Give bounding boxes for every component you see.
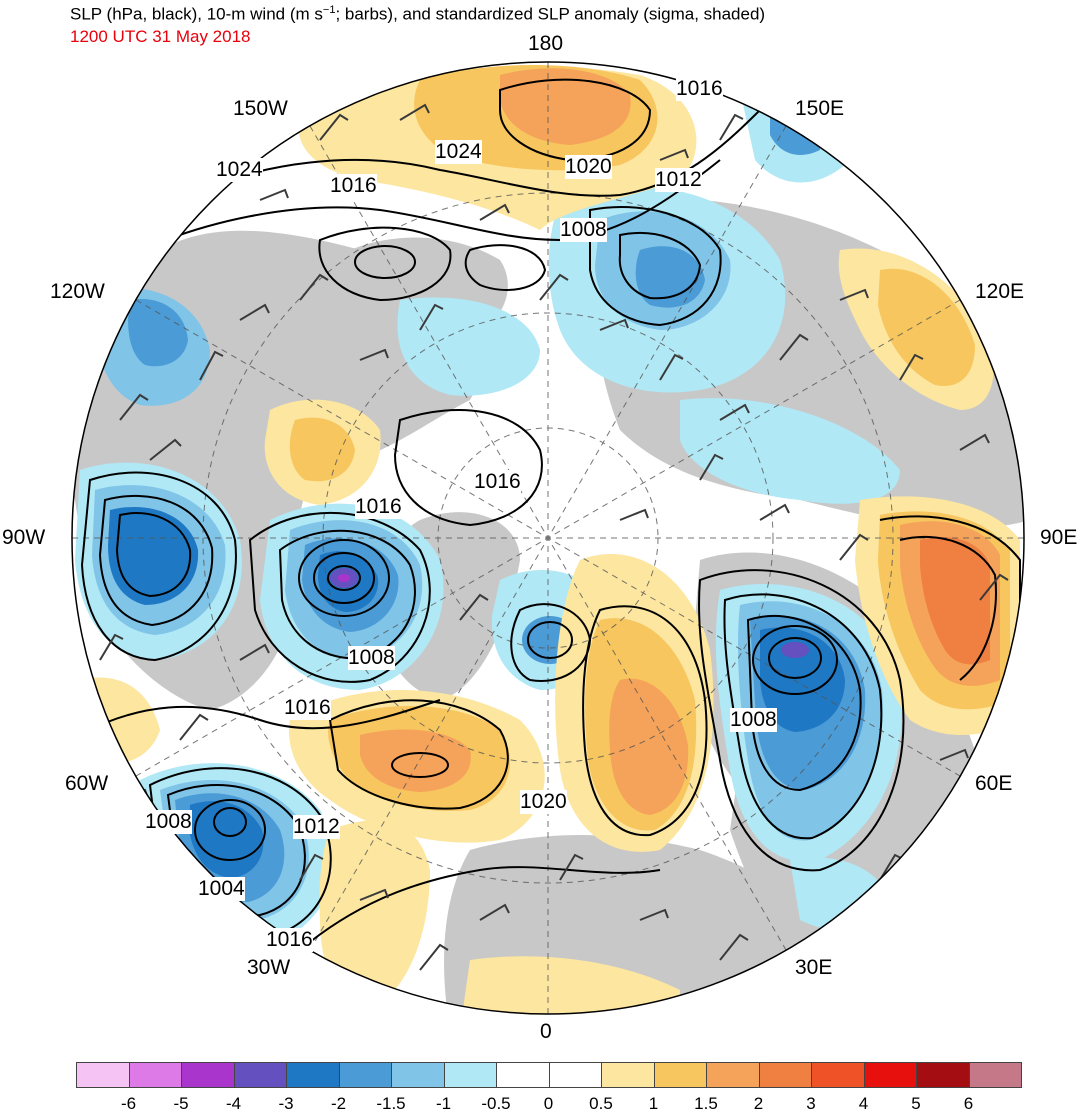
anomaly-barents-low-core (760, 627, 845, 732)
colorbar-tick-label: 6 (963, 1094, 974, 1113)
lon-label-150e: 150E (795, 97, 845, 120)
anomaly-hudson-low-core (108, 506, 199, 605)
anomaly-atlantic-south (319, 820, 430, 1010)
anomaly-bering-high-core (500, 68, 631, 145)
isobar-label: 1008 (145, 810, 192, 834)
colorbar-swatch (181, 1062, 235, 1088)
title-part-b: ; barbs), and standardized SLP anomaly (… (335, 4, 766, 24)
isobar-label: 1016 (330, 174, 377, 198)
colorbar-swatch (496, 1062, 550, 1088)
lon-label-90w: 90W (2, 526, 46, 549)
isobar-label: 1016 (355, 495, 402, 519)
colorbar-tick-label: 2 (753, 1094, 764, 1113)
colorbar-tick-label: 0.5 (589, 1094, 613, 1113)
anomaly-east-arctic (680, 398, 900, 504)
colorbar-swatch (653, 1062, 707, 1088)
anomaly-siberia-low-inner (635, 246, 705, 308)
isobar-label: 1016 (266, 928, 313, 952)
colorbar-swatch (286, 1062, 340, 1088)
isobar-label: 1012 (655, 168, 702, 192)
colorbar-swatch (863, 1062, 917, 1088)
colorbar-swatch (916, 1062, 970, 1088)
isobar-label: 1016 (474, 470, 521, 494)
anomaly-scandinavia-high-core (609, 678, 689, 815)
lon-label-90e: 90E (1040, 526, 1078, 549)
colorbar-tick-label: -1.5 (376, 1094, 406, 1113)
colorbar-swatch (548, 1062, 602, 1088)
colorbar-tick-label: -2 (330, 1094, 347, 1113)
map-disk (72, 62, 1024, 1014)
anomaly-arctic-central (397, 297, 540, 396)
colorbar-swatch (601, 1062, 655, 1088)
colorbar-swatch (706, 1062, 760, 1088)
anomaly-beaufort-high-core (289, 417, 355, 482)
lon-label-120w: 120W (50, 280, 105, 303)
isobar-label: 1008 (560, 218, 607, 242)
colorbar-tick-label: 3 (806, 1094, 816, 1113)
colorbar-tick-label: -1 (435, 1094, 452, 1113)
title-superscript: −1 (322, 4, 336, 16)
lon-label-60w: 60W (65, 772, 109, 795)
valid-time: 1200 UTC 31 May 2018 (70, 27, 251, 46)
anomaly-canada-west-core (128, 299, 188, 367)
colorbar-swatch (758, 1062, 812, 1088)
lon-label-30e: 30E (795, 956, 833, 979)
lon-label-0: 0 (540, 1020, 552, 1043)
colorbar-swatch (128, 1062, 182, 1088)
lon-label-60e: 60E (975, 772, 1013, 795)
colorbar-swatch (443, 1062, 497, 1088)
anomaly-baffin-low-eye (338, 574, 350, 582)
lon-label-150w: 150W (233, 97, 288, 120)
lon-label-30w: 30W (247, 956, 291, 979)
isobar-label: 1024 (216, 158, 263, 182)
anomaly-siberia-east-high-core (878, 268, 975, 386)
isobar-label: 1024 (435, 140, 482, 164)
colorbar-tick-label: -4 (225, 1094, 242, 1113)
isobar-label: 1004 (198, 877, 245, 901)
colorbar-swatch (233, 1062, 287, 1088)
isobar-label: 1008 (730, 708, 777, 732)
anomaly-greenland-south-high-core (360, 729, 471, 792)
anomaly-central-asia-high-inner (920, 537, 990, 665)
colorbar-swatch (391, 1062, 445, 1088)
lon-label-120e: 120E (975, 280, 1025, 303)
anomaly-barents-low-center (781, 642, 809, 658)
colorbar-tick-label: 1 (648, 1094, 659, 1113)
colorbar-tick-label: -0.5 (481, 1094, 511, 1113)
title-part-a: SLP (hPa, black), 10-m wind (m s (70, 4, 323, 24)
colorbar-tick-label: -6 (120, 1094, 137, 1113)
colorbar-tick-label: -5 (173, 1094, 189, 1113)
lon-label-180: 180 (528, 32, 564, 55)
isobar-label: 1012 (293, 815, 340, 839)
isobar-label: 1008 (348, 646, 395, 670)
colorbar-swatch (968, 1062, 1022, 1088)
colorbar-tick-label: 5 (911, 1094, 921, 1113)
colorbar-tick-label: 1.5 (694, 1094, 718, 1113)
isobar-label: 1016 (284, 696, 331, 720)
colorbar-swatch (76, 1062, 130, 1088)
map-boundary (71, 61, 1025, 1015)
colorbar-tick-label: 0 (543, 1094, 554, 1113)
colorbar-tick-label: 4 (858, 1094, 869, 1113)
isobar-label: 1020 (520, 790, 567, 814)
isobar-label: 1016 (676, 77, 723, 101)
colorbar-tick-label: -3 (278, 1094, 294, 1113)
isobar-label: 1020 (565, 155, 612, 179)
chart-title: SLP (hPa, black), 10-m wind (m s−1; barb… (70, 4, 765, 25)
colorbar-swatch (338, 1062, 392, 1088)
colorbar-swatch (811, 1062, 865, 1088)
